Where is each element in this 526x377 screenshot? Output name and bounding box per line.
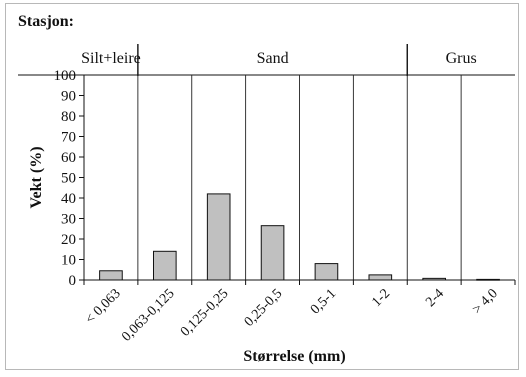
x-tick-label: 0,5-1 (308, 286, 339, 317)
x-tick-label: 0,25-0,5 (242, 286, 286, 330)
group-label: Sand (257, 50, 289, 67)
group-label: Grus (446, 50, 477, 67)
y-tick-label: 100 (54, 68, 77, 84)
y-tick-label: 80 (61, 109, 76, 125)
chart-frame: Stasjon: Silt+leire Sand Grus 0 10 20 30 40 50 6… (5, 3, 519, 370)
x-tick-label: 0,125-0,25 (178, 286, 232, 340)
bar (368, 274, 393, 281)
gridlines (137, 75, 462, 280)
y-tick-label: 30 (61, 212, 76, 228)
x-tick-label: < 0,063 (83, 286, 124, 327)
y-axis-title: Vekt (%) (28, 146, 45, 208)
x-tick-label: 1-2 (369, 286, 393, 310)
bar (152, 250, 177, 281)
bar (99, 270, 123, 281)
x-tick-label: 0,063-0,125 (119, 286, 177, 344)
bar (206, 193, 231, 281)
group-label: Silt+leire (81, 50, 141, 67)
y-tick-label: 0 (69, 273, 77, 289)
x-tick-label: 2-4 (423, 286, 447, 310)
size-groups: Silt+leire Sand Grus (18, 44, 515, 76)
y-tick-label: 10 (61, 253, 76, 269)
y-tick-label: 20 (61, 232, 76, 248)
y-tick-label: 40 (61, 191, 76, 207)
bar (314, 263, 339, 281)
y-tick-label: 50 (61, 171, 76, 187)
bar (260, 225, 285, 281)
y-tick-label: 60 (61, 150, 76, 166)
station-label: Stasjon: (18, 13, 74, 30)
y-tick-label: 70 (61, 130, 76, 146)
axes (79, 74, 516, 285)
grain-size-chart: Stasjon: Silt+leire Sand Grus 0 10 20 30 40 50 6… (18, 13, 516, 365)
x-tick-label: > 4,0 (470, 286, 501, 317)
x-axis-title: Størrelse (mm) (243, 348, 345, 365)
y-tick-labels: 0 10 20 30 40 50 60 70 80 90 100 (54, 68, 77, 289)
y-tick-label: 90 (61, 89, 76, 105)
